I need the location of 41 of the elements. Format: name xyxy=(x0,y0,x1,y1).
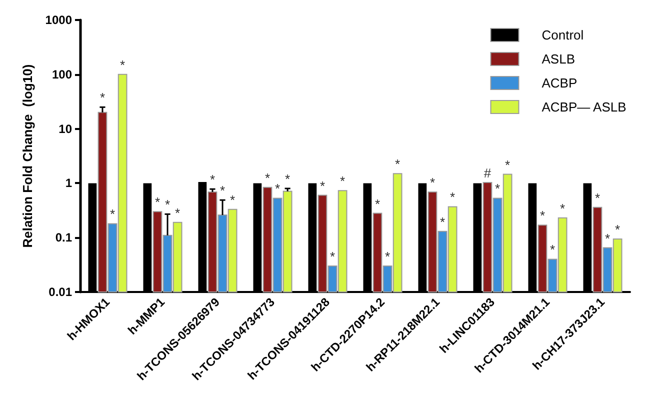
data-label: * xyxy=(604,230,610,246)
data-label: * xyxy=(320,178,326,194)
y-tick-label: 10 xyxy=(58,122,72,136)
data-label: * xyxy=(430,174,436,190)
y-tick-label: 0.1 xyxy=(55,230,72,245)
legend-label: ACBP— ASLB xyxy=(542,100,626,114)
data-label: * xyxy=(450,190,456,205)
data-label: * xyxy=(540,208,546,224)
legend-label: ASLB xyxy=(542,52,575,66)
y-tick-label: 1 xyxy=(65,176,72,190)
data-label: * xyxy=(550,242,556,258)
data-label: * xyxy=(154,194,160,210)
y-tick-label: 100 xyxy=(52,67,72,82)
data-label: * xyxy=(100,90,106,106)
data-label: * xyxy=(615,222,620,238)
data-label: * xyxy=(164,197,170,212)
data-label: * xyxy=(264,170,270,186)
data-label: * xyxy=(505,157,510,172)
data-label: * xyxy=(110,206,116,222)
y-tick-label: 1000 xyxy=(45,13,72,27)
data-label: * xyxy=(210,172,216,188)
data-label: * xyxy=(175,205,180,220)
data-label: * xyxy=(594,190,600,206)
legend-label: Control xyxy=(542,28,584,42)
data-label: * xyxy=(494,181,500,196)
data-label: * xyxy=(384,249,390,264)
data-label: * xyxy=(340,174,346,189)
y-tick-label: 0.01 xyxy=(48,285,72,299)
data-label: * xyxy=(230,192,236,208)
y-axis-title: Relation Fold Change (log10) xyxy=(20,64,35,248)
data-label: * xyxy=(220,183,226,198)
legend-label: ACBP xyxy=(542,76,578,90)
data-label: * xyxy=(374,196,380,212)
data-label: # xyxy=(484,166,492,180)
data-label: * xyxy=(120,57,126,72)
data-label: * xyxy=(285,171,290,186)
data-label: * xyxy=(274,181,280,196)
data-label: * xyxy=(330,249,336,264)
data-label: * xyxy=(560,200,566,216)
data-label: * xyxy=(395,156,400,172)
data-label: * xyxy=(440,214,446,230)
